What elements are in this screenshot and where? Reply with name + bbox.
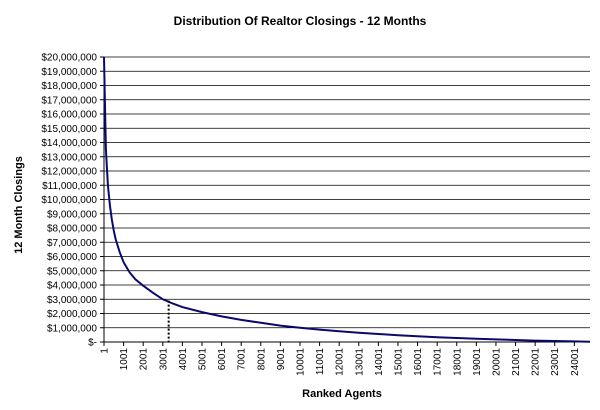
x-tick-label: 20001 xyxy=(491,348,502,376)
y-tick-label: $18,000,000 xyxy=(41,81,97,92)
y-tick-label: $1,000,000 xyxy=(47,323,97,334)
x-tick-label: 13001 xyxy=(354,348,365,376)
x-tick-label: 22001 xyxy=(531,348,542,376)
x-tick-label: 11001 xyxy=(315,348,326,376)
x-tick-label: 1 xyxy=(100,348,111,354)
x-tick-label: 19001 xyxy=(472,348,483,376)
series xyxy=(103,56,591,343)
y-tick-label: $7,000,000 xyxy=(47,238,97,249)
x-tick-label: 2001 xyxy=(139,348,150,371)
x-tick-label: 12001 xyxy=(335,348,346,376)
y-tick-label: $10,000,000 xyxy=(41,195,97,206)
y-tick-label: $13,000,000 xyxy=(41,152,97,163)
x-tick-label: 15001 xyxy=(393,348,404,376)
chart-title: Distribution Of Realtor Closings - 12 Mo… xyxy=(174,14,427,28)
x-tick-label: 16001 xyxy=(413,348,424,376)
x-tick-label: 4001 xyxy=(178,348,189,371)
x-tick-label: 3001 xyxy=(158,348,169,371)
x-tick-label: 7001 xyxy=(237,348,248,371)
x-tick-label: 6001 xyxy=(217,348,228,371)
y-tick-label: $5,000,000 xyxy=(47,266,97,277)
x-tick-label: 24001 xyxy=(570,348,581,376)
series-line xyxy=(103,56,591,343)
y-tick-label: $8,000,000 xyxy=(47,224,97,235)
x-tick-labels: 1 1001 2001 3001 4001 5001 6001 7001 8001 9001 100… xyxy=(100,342,581,376)
x-tick-label: 1001 xyxy=(119,348,130,371)
y-tick-label: $14,000,000 xyxy=(41,138,97,149)
y-tick-label: $- xyxy=(88,338,97,349)
y-tick-label: $16,000,000 xyxy=(41,110,97,121)
y-tick-label: $6,000,000 xyxy=(47,252,97,263)
y-tick-label: $3,000,000 xyxy=(47,295,97,306)
x-axis-title: Ranked Agents xyxy=(302,388,382,400)
y-tick-label: $15,000,000 xyxy=(41,124,97,135)
x-tick-label: 9001 xyxy=(276,348,287,371)
x-tick-label: 23001 xyxy=(550,348,561,376)
y-tick-label: $12,000,000 xyxy=(41,167,97,178)
gridlines xyxy=(104,56,590,329)
y-tick-label: $11,000,000 xyxy=(42,181,97,192)
y-tick-labels: $- $1,000,000 $2,000,000 $3,000,000 $4,000,0… xyxy=(41,53,104,349)
x-tick-label: 5001 xyxy=(197,348,208,371)
y-tick-label: $19,000,000 xyxy=(41,67,97,78)
y-tick-label: $4,000,000 xyxy=(47,281,97,292)
y-tick-label: $2,000,000 xyxy=(47,309,97,320)
x-tick-label: 18001 xyxy=(452,348,463,376)
x-tick-label: 17001 xyxy=(433,348,444,376)
x-tick-label: 21001 xyxy=(511,348,522,376)
y-axis-title: 12 Month Closings xyxy=(13,156,25,254)
y-tick-label: $17,000,000 xyxy=(41,95,97,106)
y-tick-label: $9,000,000 xyxy=(47,209,97,220)
x-tick-label: 14001 xyxy=(374,348,385,376)
x-tick-label: 8001 xyxy=(256,348,267,371)
x-tick-label: 10001 xyxy=(295,348,306,376)
y-tick-label: $20,000,000 xyxy=(41,53,97,64)
